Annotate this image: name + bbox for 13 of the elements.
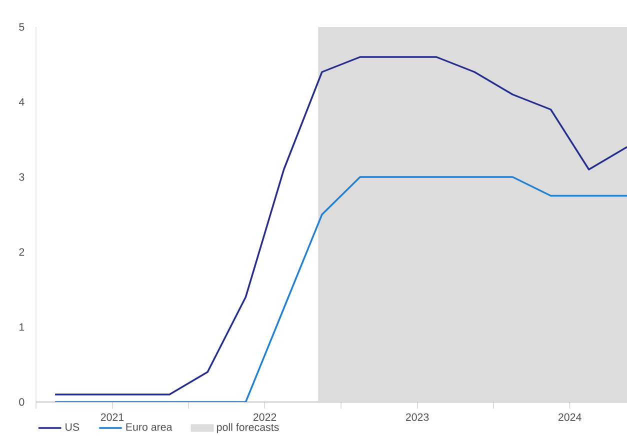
y-tick-label: 5 <box>19 23 24 31</box>
y-tick-label: 0 <box>19 398 24 406</box>
y-tick-label: 1 <box>20 323 24 331</box>
x-tick-label: 2023 <box>406 413 429 421</box>
x-tick-label: 2024 <box>558 413 582 421</box>
x-tick-label: 2022 <box>253 413 276 421</box>
legend-label: Euro area <box>126 423 172 431</box>
y-tick-label: 3 <box>19 173 24 181</box>
legend-label: US <box>66 423 80 431</box>
x-tick-label: 2021 <box>100 413 124 421</box>
legend-label: poll forecasts <box>217 423 279 434</box>
y-tick-label: 2 <box>19 248 24 256</box>
y-tick-label: 4 <box>18 98 24 106</box>
